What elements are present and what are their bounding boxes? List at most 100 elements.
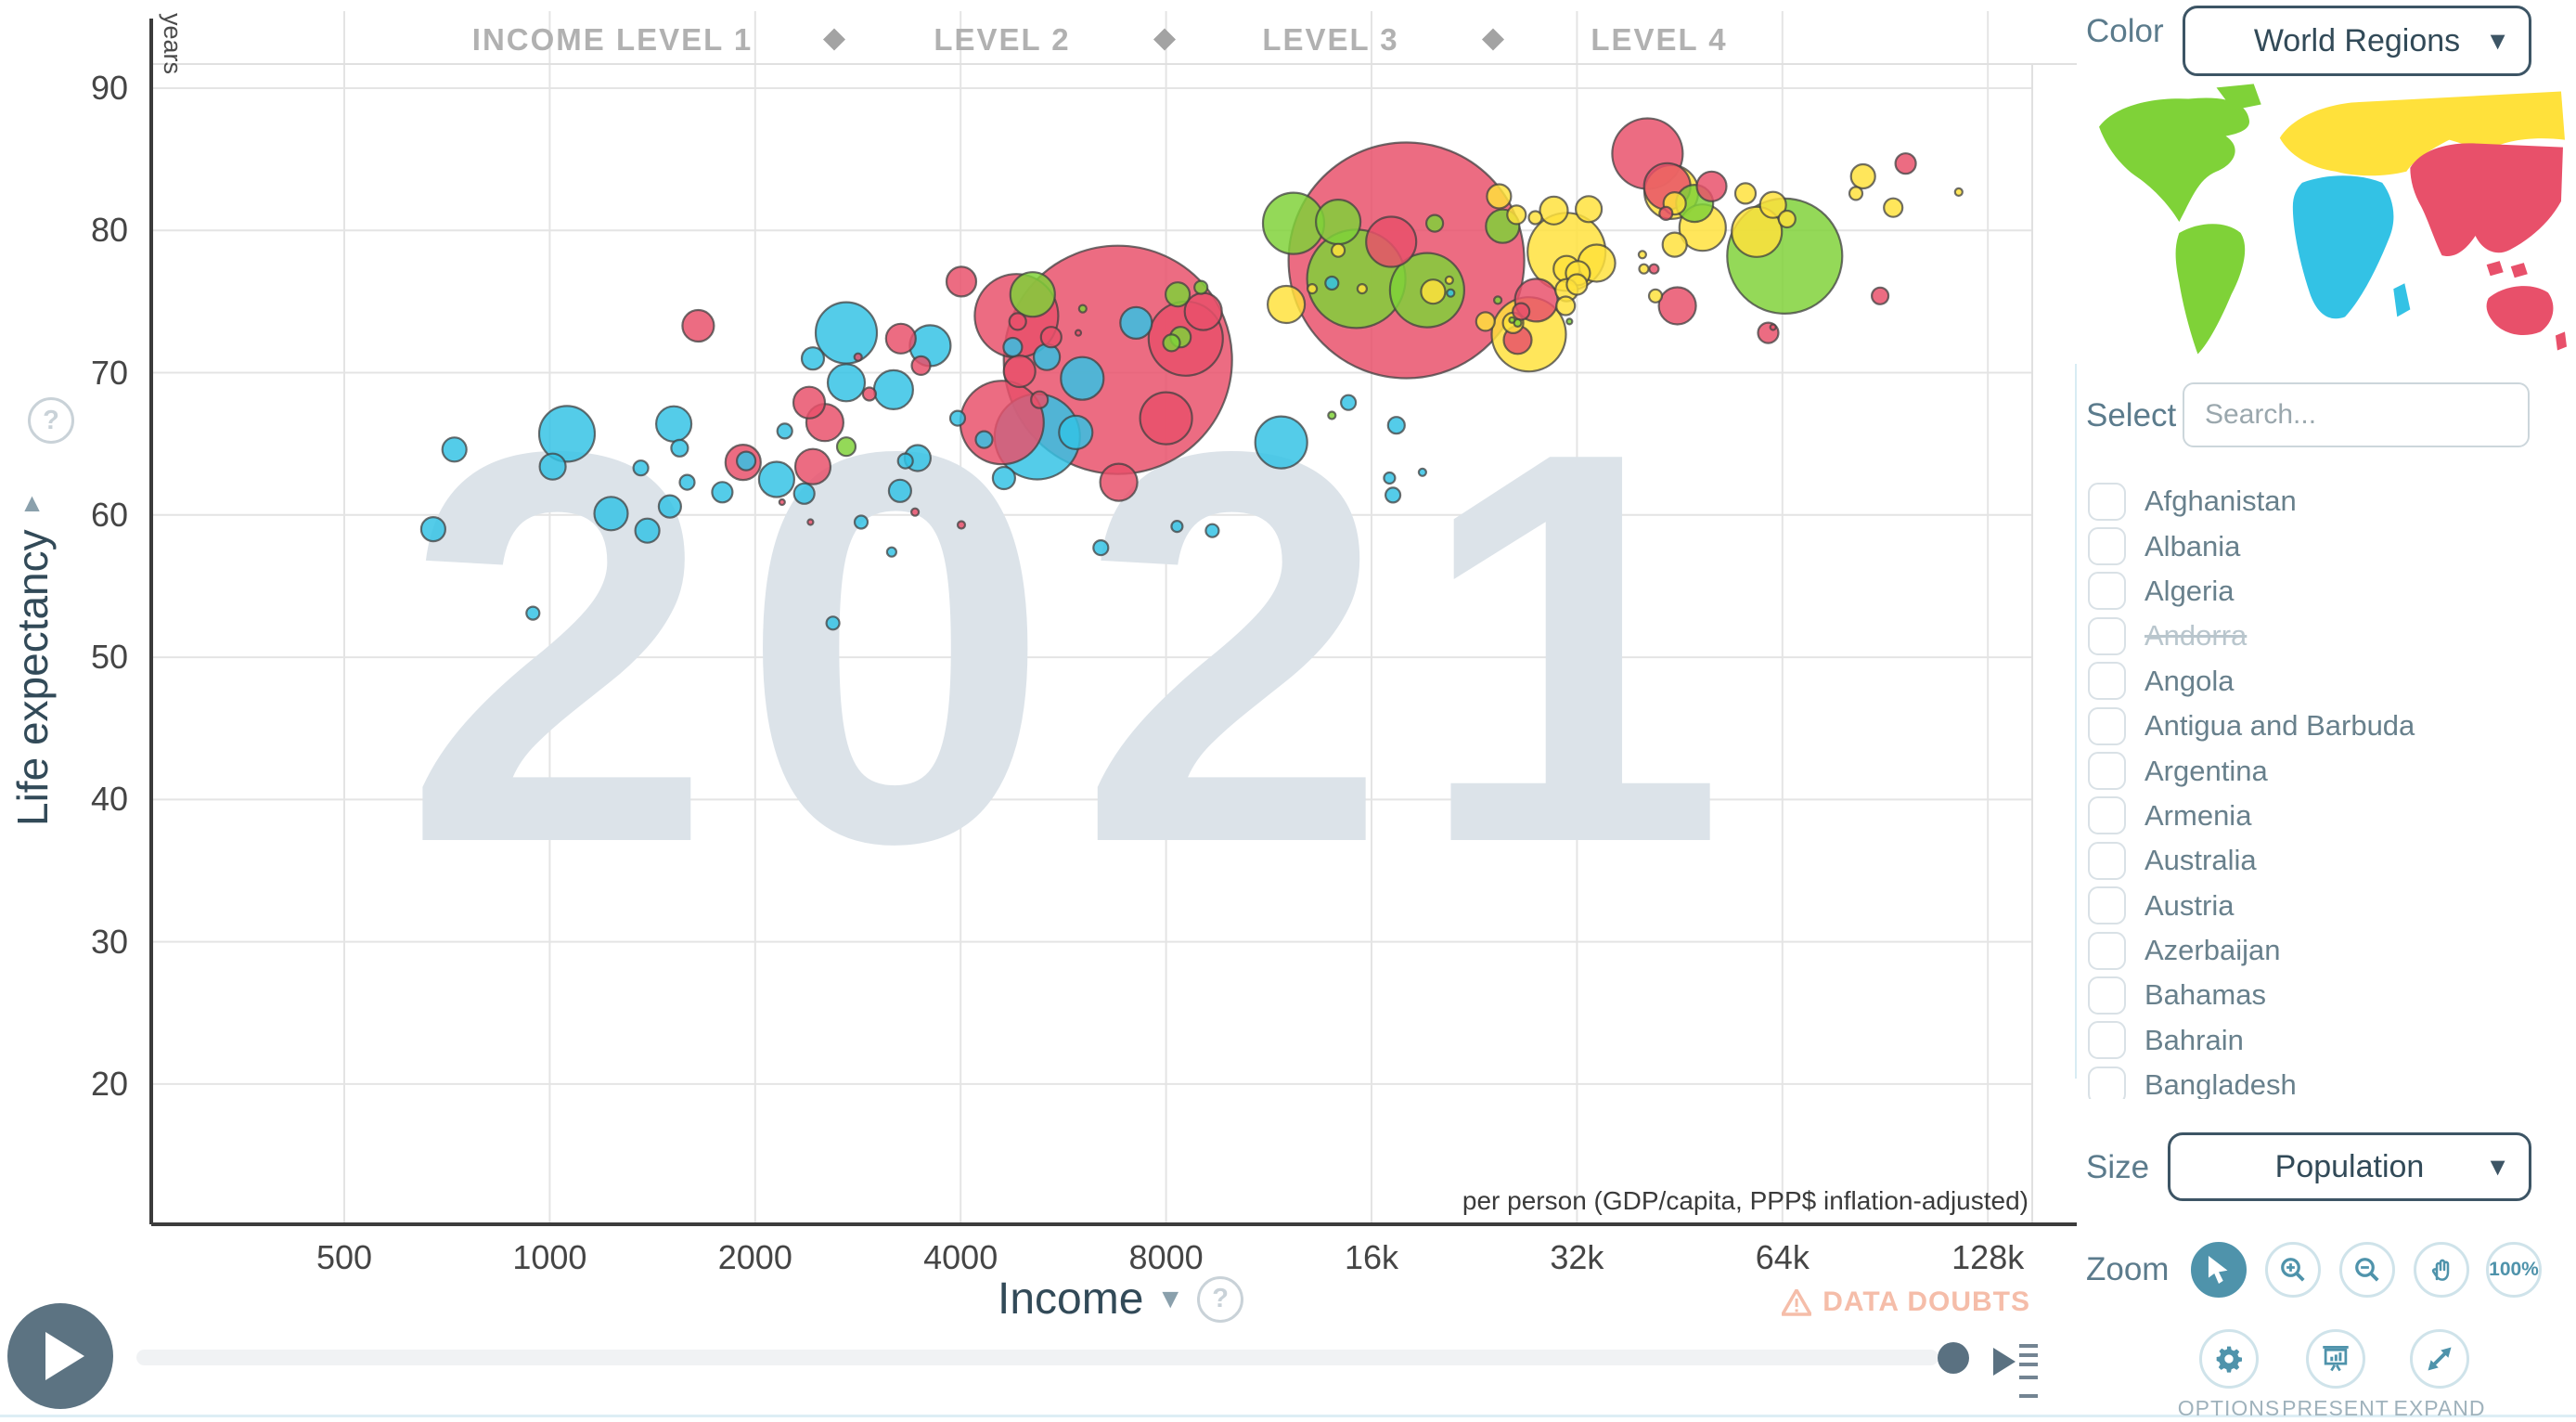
search-input[interactable] [2203, 386, 2516, 444]
country-bubble-europe[interactable] [1506, 204, 1527, 226]
country-bubble-europe[interactable] [1306, 283, 1319, 295]
country-bubble-europe[interactable] [1444, 275, 1454, 285]
country-bubble-europe[interactable] [1574, 195, 1604, 224]
country-row[interactable]: Bahamas [2088, 973, 2552, 1017]
country-bubble-africa[interactable] [711, 481, 734, 504]
country-bubble-europe[interactable] [1647, 288, 1664, 304]
country-bubble-africa[interactable] [1383, 471, 1397, 485]
country-bubble-asia[interactable] [681, 308, 715, 343]
country-row[interactable]: Albania [2088, 524, 2552, 568]
country-search[interactable] [2183, 382, 2530, 447]
country-row[interactable]: Armenia [2088, 794, 2552, 838]
country-bubble-africa[interactable] [632, 459, 650, 477]
country-bubble-americas[interactable] [1077, 304, 1088, 314]
timeline-slider-track[interactable] [136, 1350, 1938, 1365]
country-bubble-asia[interactable] [1657, 286, 1697, 326]
country-bubble-africa[interactable] [1060, 356, 1105, 401]
zoom-in-button[interactable] [2265, 1242, 2321, 1298]
country-bubble-asia[interactable] [1002, 354, 1037, 389]
country-bubble-africa[interactable] [826, 363, 867, 403]
country-list[interactable]: Afghanistan Albania Algeria Andorra Angola An… [2088, 479, 2552, 1099]
data-doubts-link[interactable]: DATA DOUBTS [1782, 1286, 2030, 1318]
country-bubble-asia[interactable] [778, 498, 786, 507]
country-checkbox[interactable] [2088, 527, 2126, 566]
country-bubble-africa[interactable] [1254, 415, 1308, 470]
country-bubble-americas[interactable] [1314, 199, 1362, 246]
country-bubble-europe[interactable] [1733, 182, 1758, 205]
timeline-slider-handle[interactable] [1938, 1342, 1969, 1374]
country-bubble-europe[interactable] [1486, 183, 1513, 210]
present-button[interactable]: PRESENT [2280, 1329, 2391, 1421]
country-checkbox[interactable] [2088, 706, 2126, 745]
country-bubble-africa[interactable] [538, 452, 567, 481]
country-bubble-europe[interactable] [1356, 283, 1369, 295]
country-bubble-africa[interactable] [1417, 467, 1428, 477]
country-bubble-europe[interactable] [1565, 273, 1589, 296]
country-row[interactable]: Afghanistan [2088, 479, 2552, 524]
country-bubble-asia[interactable] [1183, 291, 1223, 331]
country-bubble-africa[interactable] [657, 494, 683, 519]
country-bubble-africa[interactable] [1002, 336, 1024, 358]
country-bubble-americas[interactable] [1565, 317, 1574, 326]
country-row[interactable]: Algeria [2088, 569, 2552, 614]
country-bubble-africa[interactable] [872, 368, 915, 410]
country-bubble-africa[interactable] [885, 546, 898, 558]
y-axis-help-icon[interactable]: ? [28, 397, 74, 444]
country-bubble-americas[interactable] [1164, 281, 1191, 308]
country-bubble-asia[interactable] [1030, 390, 1050, 409]
x-axis-selector[interactable]: Income ▼ ? [998, 1273, 1244, 1325]
country-bubble-americas[interactable] [1327, 410, 1337, 420]
country-bubble-americas[interactable] [835, 436, 857, 458]
country-bubble-americas[interactable] [1492, 295, 1503, 305]
pan-hand-button[interactable] [2414, 1242, 2469, 1298]
country-row[interactable]: Bahrain [2088, 1018, 2552, 1063]
expand-button[interactable]: EXPAND [2384, 1329, 2495, 1421]
zoom-out-button[interactable] [2339, 1242, 2395, 1298]
country-bubble-europe[interactable] [1475, 311, 1496, 332]
country-row[interactable]: Andorra [2088, 614, 2552, 658]
country-checkbox[interactable] [2088, 1066, 2126, 1099]
country-checkbox[interactable] [2088, 796, 2126, 835]
country-bubble-europe[interactable] [1883, 197, 1904, 218]
country-bubble-asia[interactable] [853, 352, 863, 362]
country-bubble-africa[interactable] [1324, 275, 1340, 291]
country-checkbox[interactable] [2088, 976, 2126, 1015]
country-bubble-africa[interactable] [974, 430, 994, 449]
country-bubble-africa[interactable] [991, 465, 1017, 491]
country-bubble-asia[interactable] [909, 507, 921, 517]
country-bubble-africa[interactable] [948, 409, 967, 427]
country-bubble-europe[interactable] [1555, 295, 1577, 317]
play-button[interactable] [7, 1303, 113, 1409]
country-bubble-asia[interactable] [792, 385, 827, 420]
country-bubble-asia[interactable] [910, 355, 932, 376]
cursor-tool-button[interactable] [2191, 1242, 2247, 1298]
country-bubble-americas[interactable] [1508, 316, 1516, 324]
country-bubble-asia[interactable] [956, 520, 967, 530]
country-bubble-africa[interactable] [853, 514, 869, 530]
options-button[interactable]: OPTIONS [2173, 1329, 2285, 1421]
country-bubble-africa[interactable] [634, 517, 661, 544]
zoom-reset-button[interactable]: 100% [2486, 1242, 2542, 1298]
country-bubble-europe[interactable] [1539, 195, 1569, 226]
country-bubble-africa[interactable] [1170, 519, 1184, 534]
y-axis-selector[interactable]: Life expectancy ▼ [7, 455, 58, 826]
country-bubble-asia[interactable] [1648, 263, 1660, 275]
country-bubble-europe[interactable] [1638, 263, 1650, 275]
country-bubble-americas[interactable] [1162, 333, 1181, 353]
country-row[interactable]: Azerbaijan [2088, 928, 2552, 973]
country-row[interactable]: Austria [2088, 884, 2552, 928]
country-bubble-africa[interactable] [1204, 523, 1220, 538]
country-bubble-africa[interactable] [1386, 416, 1406, 435]
country-bubble-asia[interactable] [1769, 323, 1777, 331]
country-bubble-asia[interactable] [959, 380, 1045, 466]
country-checkbox[interactable] [2088, 572, 2126, 611]
country-bubble-africa[interactable] [1058, 414, 1094, 450]
country-checkbox[interactable] [2088, 616, 2126, 655]
country-bubble-europe[interactable] [1527, 210, 1543, 226]
country-bubble-africa[interactable] [525, 605, 541, 621]
country-bubble-asia[interactable] [861, 386, 878, 402]
country-bubble-africa[interactable] [593, 496, 629, 532]
country-bubble-asia[interactable] [1008, 312, 1027, 331]
country-bubble-africa[interactable] [670, 438, 689, 458]
country-bubble-asia[interactable] [1695, 170, 1728, 202]
